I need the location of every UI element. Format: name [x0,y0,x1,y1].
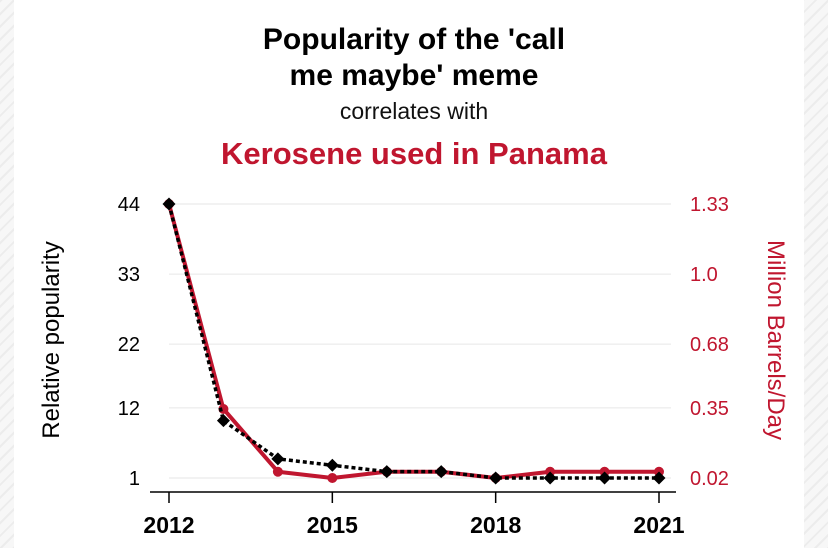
series-meme-line [167,203,659,480]
right-tick-label: 0.02 [690,468,729,490]
right-tick-label: 0.68 [690,334,729,356]
right-tick-label: 1.0 [690,264,718,286]
series-meme-point [325,458,339,472]
series-meme-point [543,471,557,485]
chart-title-line2: me maybe' meme [289,59,539,92]
left-tick-label: 33 [118,264,140,286]
chart-subtitle: correlates with [339,98,489,124]
left-tick-label: 1 [129,468,140,490]
x-tick-label: 2021 [633,512,684,538]
right-tick-label: 0.35 [690,398,729,420]
series-meme-point [598,471,612,485]
series-kerosene-line [167,203,659,480]
series-meme-point [162,197,176,211]
chart-title2: Kerosene used in Panama [221,136,607,171]
x-tick-label: 2018 [470,512,521,538]
chart-title-line1: Popularity of the 'call [262,23,566,56]
series-meme-point [271,452,285,466]
series-kerosene-point [272,466,283,477]
right-tick-label: 1.33 [690,194,729,216]
series-meme-point [216,414,230,428]
x-tick-label: 2012 [143,512,194,538]
series-meme-point [380,465,394,479]
series-meme-point [434,465,448,479]
series-meme-point [489,471,503,485]
series-meme-point [652,471,666,485]
left-tick-label: 22 [118,334,140,356]
left-tick-label: 12 [118,398,140,420]
series-kerosene-point [327,473,338,483]
left-tick-label: 44 [118,194,140,216]
x-tick-label: 2015 [307,512,358,538]
